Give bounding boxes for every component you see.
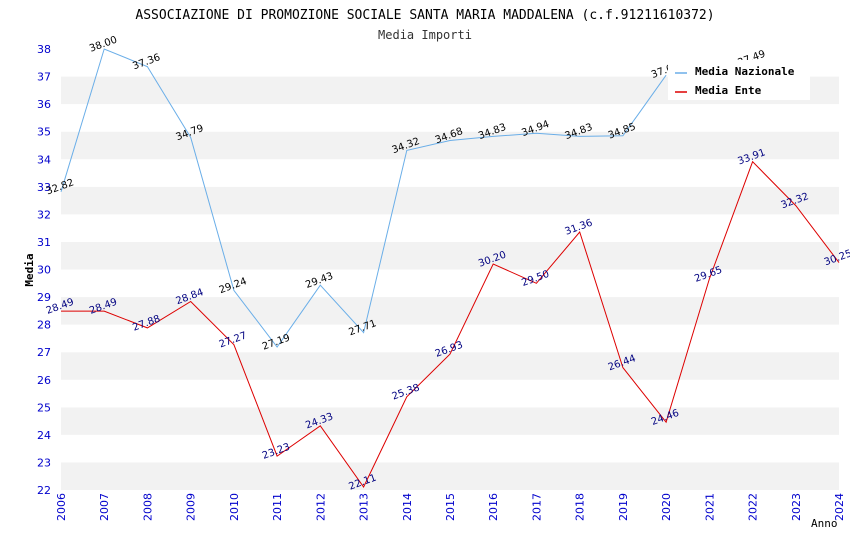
grid-band <box>61 352 839 380</box>
x-tick-label: 2015 <box>444 493 457 521</box>
y-tick-label: 32 <box>37 208 51 221</box>
y-tick-label: 34 <box>37 153 51 166</box>
x-axis-ticks: 2006 2007 2008 2009 2010 2011 2012 2013 2014 2015… <box>55 493 846 521</box>
y-tick-label: 28 <box>37 319 51 332</box>
x-axis-title: Anno <box>811 517 838 530</box>
legend: Media Nazionale Media Ente <box>668 60 810 100</box>
y-tick-label: 26 <box>37 374 51 387</box>
x-tick-label: 2022 <box>747 493 760 521</box>
y-tick-label: 23 <box>37 456 51 469</box>
grid-band <box>61 214 839 242</box>
y-tick-label: 37 <box>37 71 51 84</box>
series-line-ente <box>61 160 840 488</box>
legend-box <box>668 60 810 100</box>
chart-subtitle: Media Importi <box>378 28 472 42</box>
x-tick-label: 2006 <box>55 493 68 521</box>
y-tick-label: 22 <box>37 484 51 497</box>
x-tick-label: 2010 <box>228 493 241 521</box>
x-tick-label: 2008 <box>141 493 154 521</box>
y-tick-label: 24 <box>37 429 51 442</box>
y-tick-label: 31 <box>37 236 51 249</box>
grid-band <box>61 434 839 463</box>
grid-band <box>61 131 839 160</box>
y-tick-label: 36 <box>37 98 51 111</box>
x-tick-label: 2024 <box>833 493 846 521</box>
y-tick-label: 35 <box>37 126 51 139</box>
grid-band <box>61 269 839 298</box>
y-tick-label: 25 <box>37 401 51 414</box>
x-tick-label: 2019 <box>617 493 630 521</box>
x-tick-label: 2007 <box>98 493 111 521</box>
series-lines <box>60 48 840 488</box>
x-tick-label: 2014 <box>401 493 414 521</box>
grid-band <box>61 186 839 215</box>
legend-label-ente: Media Ente <box>695 84 762 97</box>
y-tick-label: 33 <box>37 181 51 194</box>
y-tick-label: 29 <box>37 291 51 304</box>
grid-band <box>61 104 839 132</box>
grid-band <box>61 462 839 490</box>
chart-title: ASSOCIAZIONE DI PROMOZIONE SOCIALE SANTA… <box>135 8 714 23</box>
x-tick-label: 2023 <box>790 493 803 521</box>
grid-band <box>61 407 839 435</box>
x-tick-label: 2013 <box>358 493 371 521</box>
x-tick-label: 2021 <box>703 493 716 521</box>
x-tick-label: 2009 <box>185 493 198 521</box>
grid-band <box>61 159 839 187</box>
x-tick-label: 2017 <box>530 493 543 521</box>
y-axis-title: Media <box>23 253 36 286</box>
y-tick-label: 38 <box>37 43 51 56</box>
grid-band <box>61 379 839 408</box>
grid-band <box>61 324 839 353</box>
x-tick-label: 2012 <box>314 493 327 521</box>
y-tick-label: 30 <box>37 264 51 277</box>
y-tick-label: 27 <box>37 346 51 359</box>
grid-bands <box>61 49 839 490</box>
series-line-nazionale <box>60 48 667 348</box>
x-tick-label: 2018 <box>574 493 587 521</box>
legend-label-nazionale: Media Nazionale <box>695 65 795 78</box>
y-axis-ticks: 22 23 24 25 26 27 28 29 30 31 32 33 34 35 36 37 38 <box>37 43 51 497</box>
x-tick-label: 2011 <box>271 493 284 521</box>
grid-band <box>61 241 839 270</box>
x-tick-label: 2020 <box>660 493 673 521</box>
x-tick-label: 2016 <box>487 493 500 521</box>
